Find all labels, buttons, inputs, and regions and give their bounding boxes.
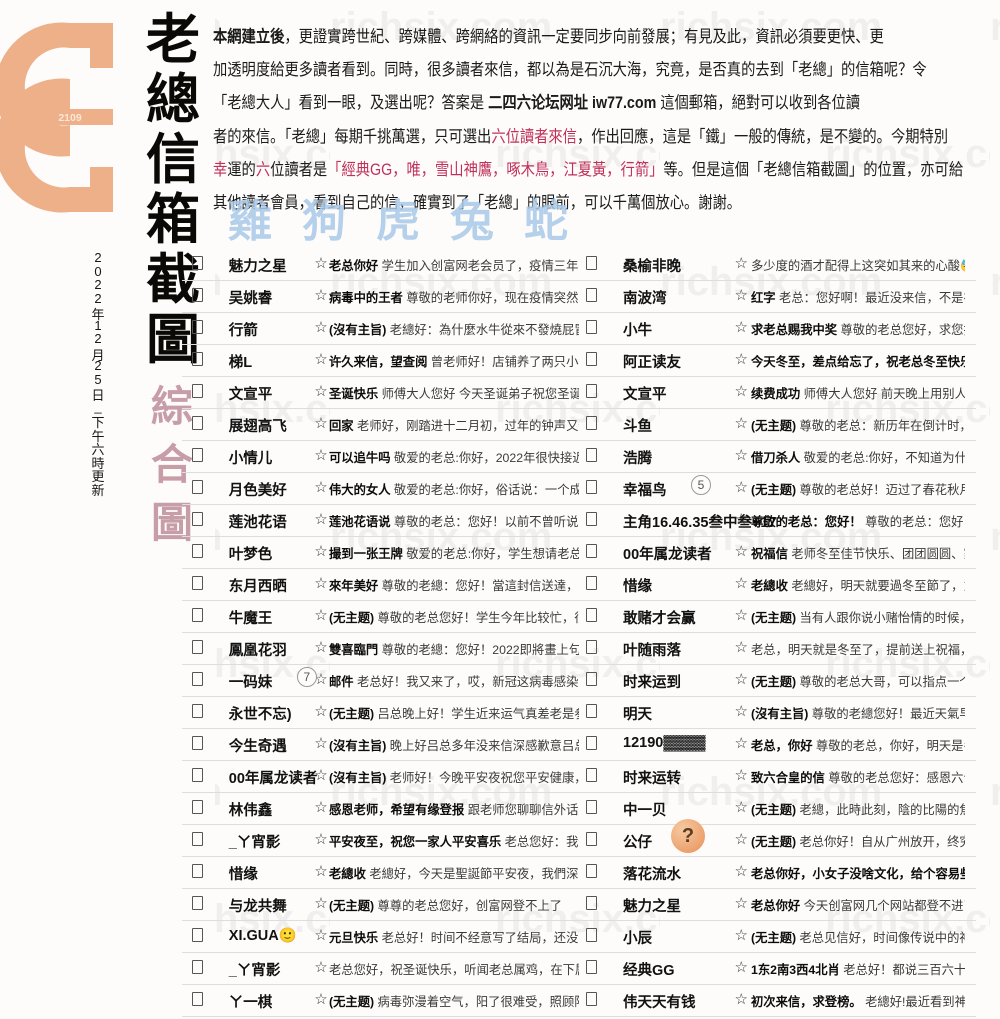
svg-text:2109: 2109 xyxy=(58,112,82,124)
